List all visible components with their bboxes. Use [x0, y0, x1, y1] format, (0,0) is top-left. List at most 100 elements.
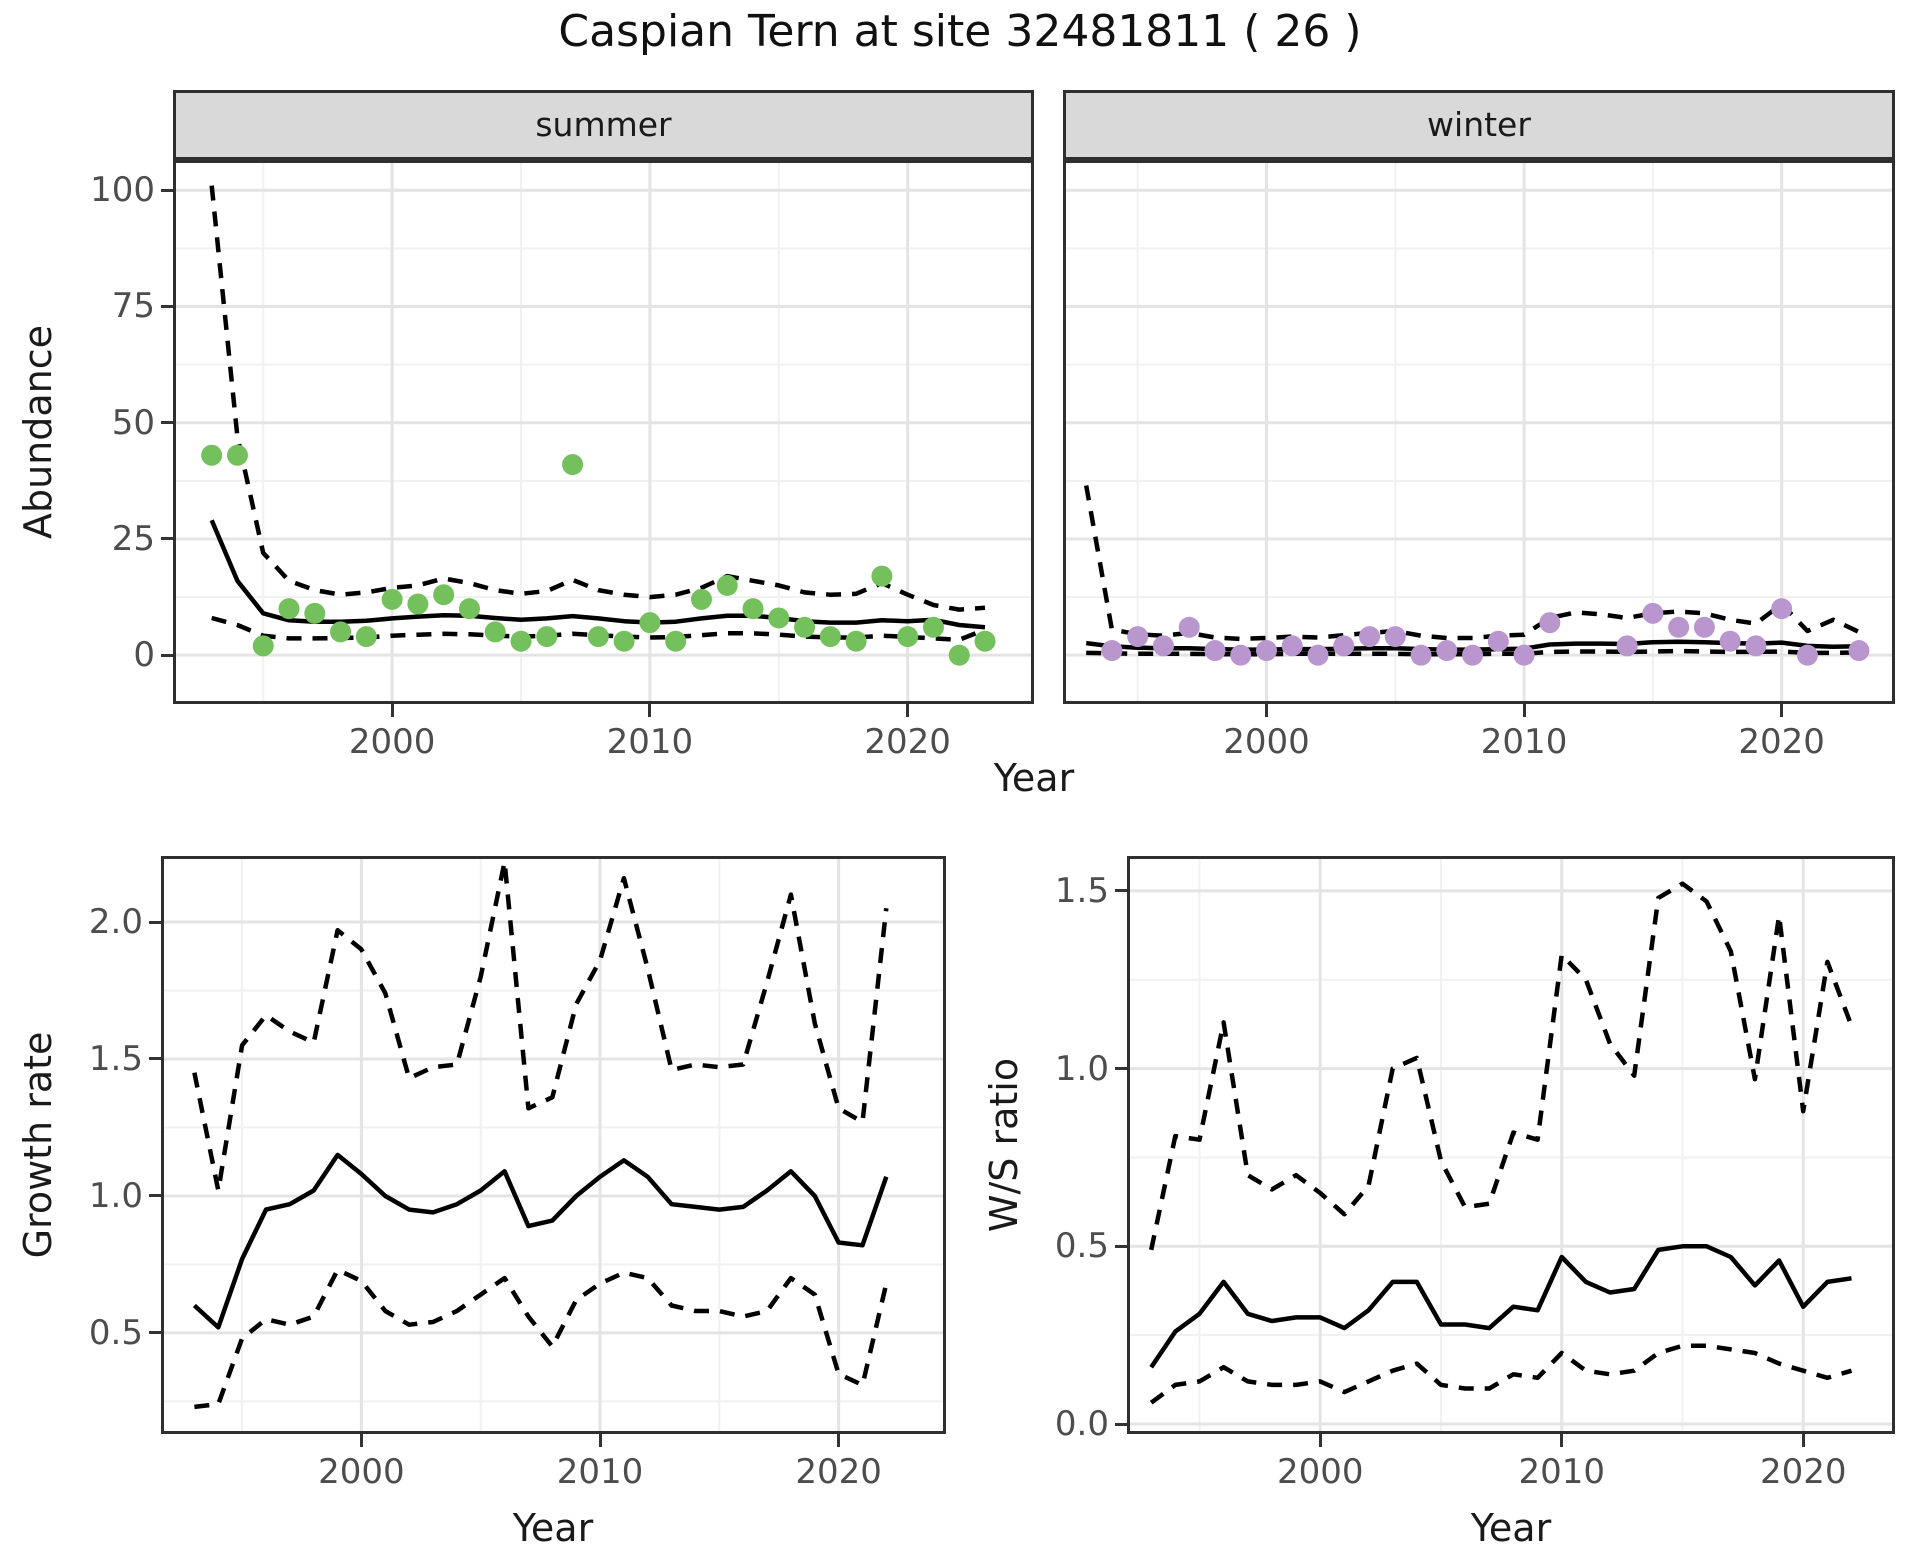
data-point-observations — [1436, 640, 1458, 662]
data-point-observations — [458, 598, 480, 620]
y-axis-title-growth-rate: Growth rate — [16, 1031, 60, 1259]
x-tick-label: 2010 — [556, 1452, 644, 1492]
data-point-observations — [1281, 635, 1303, 657]
data-point-observations — [819, 626, 841, 648]
data-point-observations — [304, 602, 326, 624]
data-point-observations — [1127, 626, 1149, 648]
data-point-observations — [794, 616, 816, 638]
x-tick-label: 2020 — [864, 722, 951, 762]
data-point-observations — [613, 630, 635, 652]
x-tick-mark — [390, 704, 394, 717]
series-median-fit — [209, 519, 986, 630]
y-tick-label: 1.0 — [1054, 1048, 1109, 1089]
data-point-observations — [1719, 630, 1741, 652]
data-point-observations — [1307, 644, 1329, 666]
data-point-observations — [1101, 640, 1123, 662]
data-point-observations — [1848, 640, 1870, 662]
facet-strip-summer: summer — [173, 90, 1034, 160]
series-upper-ci — [192, 859, 889, 1193]
data-point-observations — [587, 626, 609, 648]
series-lower-ci — [194, 1267, 889, 1410]
y-tick-label: 1.0 — [88, 1175, 143, 1216]
data-point-observations — [1513, 644, 1535, 666]
y-tick-mark — [149, 1057, 161, 1061]
y-axis-title-abundance: Abundance — [16, 324, 60, 540]
series-lower-ci — [1149, 1343, 1853, 1405]
x-tick-mark — [1318, 1434, 1322, 1447]
panel-abundance-winter — [1063, 160, 1895, 704]
data-point-observations — [1178, 616, 1200, 638]
x-tick-label: 2010 — [1480, 722, 1568, 762]
y-tick-label: 75 — [111, 286, 155, 327]
x-tick-mark — [359, 1434, 363, 1447]
data-point-observations — [1384, 626, 1406, 648]
y-tick-mark — [149, 920, 161, 924]
x-tick-mark — [837, 1434, 841, 1447]
data-point-observations — [768, 607, 790, 629]
data-point-observations — [510, 630, 532, 652]
series-median-fit — [1149, 1244, 1852, 1369]
y-tick-mark — [1115, 1067, 1127, 1071]
data-point-observations — [536, 626, 558, 648]
data-point-observations — [948, 644, 970, 666]
data-point-observations — [690, 588, 712, 610]
facet-strip-winter: winter — [1063, 90, 1895, 160]
x-tick-mark — [1522, 704, 1526, 717]
data-point-observations — [974, 630, 996, 652]
data-point-observations — [562, 454, 584, 476]
data-point-observations — [1152, 635, 1174, 657]
y-tick-label: 0.5 — [1054, 1226, 1109, 1267]
x-tick-mark — [1801, 1434, 1805, 1447]
data-point-observations — [278, 598, 300, 620]
data-point-observations — [1230, 644, 1252, 666]
y-tick-label: 0 — [133, 635, 155, 676]
data-point-observations — [1487, 630, 1509, 652]
data-point-observations — [355, 626, 377, 648]
data-point-observations — [1204, 640, 1226, 662]
data-point-observations — [1616, 635, 1638, 657]
series-upper-ci — [1083, 485, 1860, 642]
y-axis-title-ws-ratio: W/S ratio — [982, 1057, 1026, 1233]
x-tick-mark — [1560, 1434, 1564, 1447]
y-tick-label: 1.5 — [1054, 870, 1109, 911]
x-tick-mark — [906, 704, 910, 717]
y-tick-label: 0.0 — [1054, 1404, 1109, 1445]
facet-strip-winter-label: winter — [1427, 105, 1531, 144]
series-upper-ci — [209, 185, 986, 612]
data-point-observations — [1771, 598, 1793, 620]
data-point-observations — [1410, 644, 1432, 666]
panel-growth-rate — [161, 856, 946, 1434]
data-point-observations — [1693, 616, 1715, 638]
y-tick-mark — [149, 1331, 161, 1335]
series-median-fit — [192, 1152, 889, 1330]
x-tick-mark — [1780, 704, 1784, 717]
data-point-observations — [433, 584, 455, 606]
panel-abundance-summer — [173, 160, 1034, 704]
data-point-observations — [1359, 626, 1381, 648]
y-tick-mark — [161, 421, 173, 425]
x-axis-title-growth-rate: Year — [512, 1506, 594, 1550]
x-tick-mark — [648, 704, 652, 717]
data-point-observations — [381, 588, 403, 610]
y-tick-label: 50 — [111, 402, 155, 443]
panel-border — [173, 160, 1034, 704]
data-point-observations — [201, 444, 223, 466]
x-tick-label: 2000 — [348, 722, 436, 762]
panel-border — [1063, 160, 1895, 704]
y-tick-mark — [161, 304, 173, 308]
y-tick-mark — [1115, 889, 1127, 893]
data-point-observations — [330, 621, 352, 643]
data-point-observations — [1745, 635, 1767, 657]
data-point-observations — [1796, 644, 1818, 666]
data-point-observations — [1462, 644, 1484, 666]
data-point-observations — [1668, 616, 1690, 638]
data-point-observations — [845, 630, 867, 652]
y-tick-label: 100 — [90, 170, 155, 211]
panel-ws-ratio — [1127, 856, 1895, 1434]
x-tick-label: 2010 — [1518, 1452, 1605, 1492]
x-tick-label: 2020 — [1759, 1452, 1847, 1492]
x-tick-label: 2000 — [318, 1452, 405, 1492]
x-tick-mark — [598, 1434, 602, 1447]
y-tick-mark — [161, 537, 173, 541]
data-point-observations — [716, 574, 738, 596]
